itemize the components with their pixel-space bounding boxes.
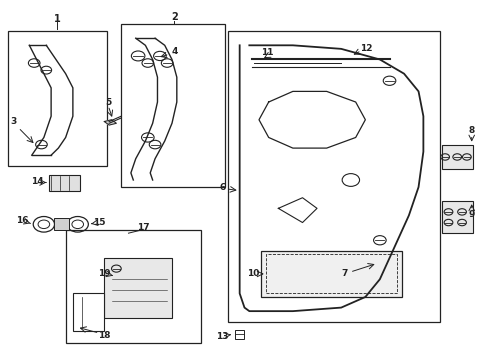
Text: 13: 13: [216, 332, 228, 341]
Bar: [104, 258, 172, 318]
Bar: [73, 293, 104, 330]
Text: 2: 2: [171, 12, 178, 22]
Bar: [441, 145, 472, 169]
Text: 9: 9: [468, 210, 474, 219]
Text: 7: 7: [341, 269, 347, 278]
Bar: [441, 201, 472, 233]
Text: 3: 3: [10, 117, 17, 126]
Text: 1: 1: [54, 14, 60, 24]
Polygon shape: [104, 120, 116, 125]
Text: 11: 11: [261, 48, 273, 57]
Bar: [235, 330, 244, 339]
Bar: [8, 31, 106, 166]
Text: 8: 8: [468, 126, 474, 135]
Text: 16: 16: [16, 216, 28, 225]
Bar: [49, 175, 80, 191]
Text: 18: 18: [98, 332, 110, 341]
Bar: [227, 31, 439, 322]
Text: 19: 19: [98, 269, 110, 278]
Bar: [261, 251, 401, 297]
Text: 6: 6: [219, 183, 225, 192]
Text: 14: 14: [31, 177, 44, 186]
Text: 5: 5: [105, 98, 111, 107]
Bar: [65, 230, 201, 343]
Text: 17: 17: [136, 223, 149, 232]
Bar: [265, 255, 396, 293]
Text: 15: 15: [93, 218, 105, 227]
Text: 4: 4: [171, 47, 177, 56]
Text: 12: 12: [359, 44, 372, 53]
Text: 10: 10: [246, 269, 259, 278]
Bar: [53, 218, 69, 230]
Bar: [121, 24, 224, 187]
